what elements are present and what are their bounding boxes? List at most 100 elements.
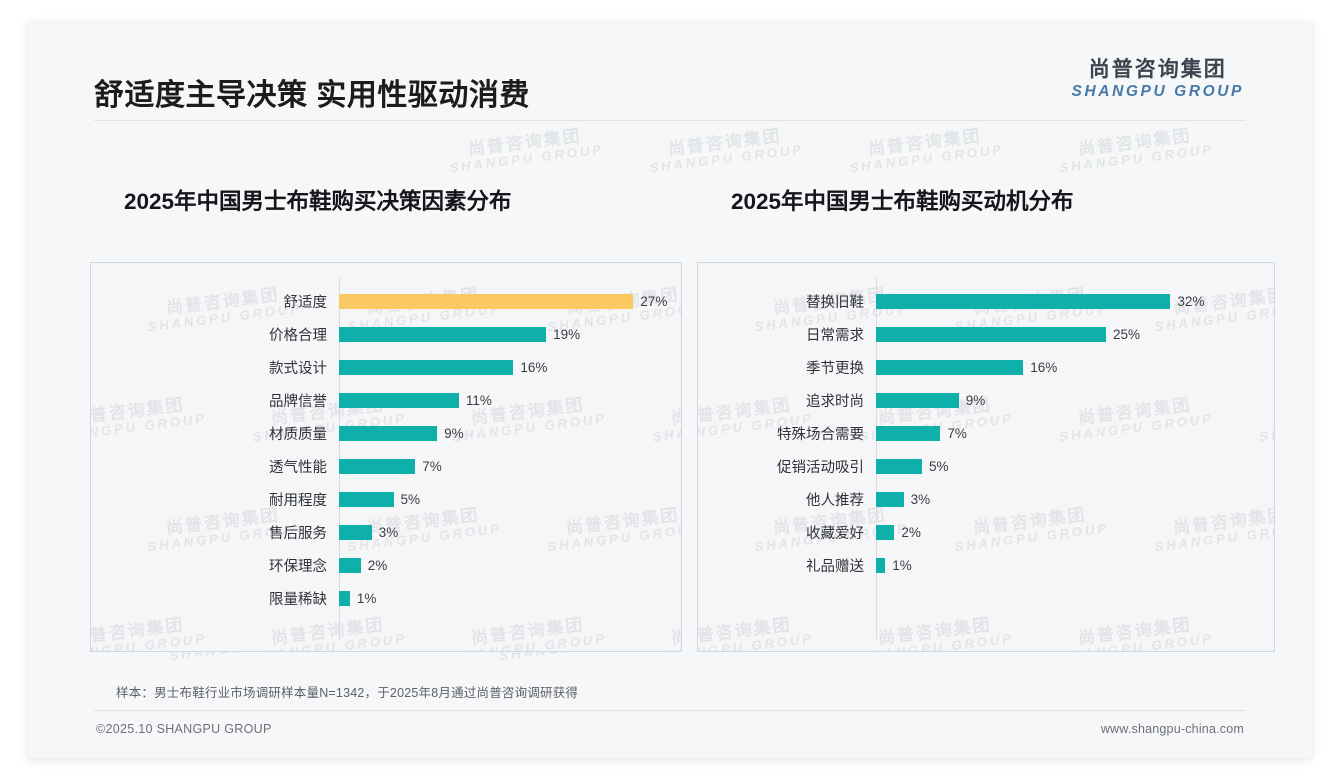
bar-row: 环保理念 2%: [91, 549, 681, 582]
bar-track: 32%: [876, 294, 1274, 309]
bar-row: 款式设计 16%: [91, 351, 681, 384]
bar: [339, 294, 634, 309]
page-title: 舒适度主导决策 实用性驱动消费: [94, 79, 530, 112]
bar: [339, 426, 438, 441]
bar-track: 1%: [876, 558, 1274, 573]
bar-category-label: 礼品赠送: [806, 559, 864, 575]
bar-track: 16%: [876, 360, 1274, 375]
bar-row: 季节更换 16%: [698, 351, 1274, 384]
bar: [339, 558, 361, 573]
bar-rows-purchase-motivation: 替换旧鞋 32% 日常需求 25% 季节更换 16% 追求时尚 9% 特殊场合需要 7% 促销活动吸…: [698, 263, 1274, 582]
slide-footer: ©2025.10 SHANGPU GROUP www.shangpu-china…: [28, 714, 1312, 758]
bar-value-label: 5%: [929, 459, 949, 474]
bar-value-label: 5%: [400, 492, 421, 507]
bar-row: 追求时尚 9%: [698, 384, 1274, 417]
bar: [339, 459, 416, 474]
bar: [876, 327, 1106, 342]
bar-category-label: 促销活动吸引: [777, 460, 864, 476]
bar-track: 16%: [339, 360, 681, 375]
bar-category-label: 追求时尚: [806, 394, 864, 410]
watermark-english-text: SHANGPU GROUP: [90, 630, 208, 652]
bar-track: 19%: [339, 327, 681, 342]
watermark-english-text: SHANGPU GROUP: [251, 630, 408, 652]
bar: [876, 426, 941, 441]
bar-value-label: 19%: [553, 327, 581, 342]
bar-category-label: 限量稀缺: [269, 592, 327, 608]
bar-value-label: 3%: [910, 492, 931, 507]
bar-value-label: 7%: [947, 426, 967, 441]
bar-row: 替换旧鞋 32%: [698, 285, 1274, 318]
watermark-english-text: SHANGPU GROUP: [1058, 630, 1215, 652]
bar-track: 7%: [339, 459, 681, 474]
bar-row: 透气性能 7%: [91, 450, 681, 483]
bar-value-label: 2%: [367, 558, 388, 573]
bar-value-label: 1%: [356, 591, 377, 606]
watermark-chinese-text: 尚普咨询集团: [269, 615, 386, 648]
bar-track: 7%: [876, 426, 1274, 441]
bar: [876, 459, 922, 474]
bar-value-label: 16%: [520, 360, 548, 375]
bar: [339, 525, 372, 540]
bar-category-label: 品牌信誉: [269, 394, 327, 410]
bar-track: 3%: [876, 492, 1274, 507]
bar: [876, 492, 904, 507]
slide-canvas: 舒适度主导决策 实用性驱动消费 尚普咨询集团 SHANGPU GROUP 尚普咨…: [28, 22, 1312, 758]
watermark-english-text: SHANGPU GROUP: [1258, 630, 1275, 652]
bar-row: 促销活动吸引 5%: [698, 450, 1274, 483]
bar: [339, 492, 394, 507]
bar-row: 舒适度 27%: [91, 285, 681, 318]
bar-track: 25%: [876, 327, 1274, 342]
bar: [876, 558, 886, 573]
bar: [876, 294, 1171, 309]
bar-track: 9%: [876, 393, 1274, 408]
watermark-chinese-text: 尚普咨询集团: [876, 615, 993, 648]
bar-row: 限量稀缺 1%: [91, 582, 681, 615]
bar-track: 1%: [339, 591, 681, 606]
bar-row: 价格合理 19%: [91, 318, 681, 351]
watermark-chinese-text: 尚普咨询集团: [90, 615, 186, 648]
logo-english-text: SHANGPU GROUP: [1071, 83, 1244, 101]
bar-category-label: 透气性能: [269, 460, 327, 476]
bar: [339, 327, 547, 342]
watermark-chinese-text: 尚普咨询集团: [1076, 615, 1193, 648]
watermark-english-text: SHANGPU GROUP: [858, 630, 1015, 652]
bar-category-label: 环保理念: [269, 559, 327, 575]
bar-row: 材质质量 9%: [91, 417, 681, 450]
footer-divider: [94, 710, 1246, 711]
bar-category-label: 售后服务: [269, 526, 327, 542]
header-divider: [94, 120, 1246, 121]
sample-footnote: 样本：男士布鞋行业市场调研样本量N=1342，于2025年8月通过尚普咨询调研获…: [116, 686, 579, 700]
bar-row: 日常需求 25%: [698, 318, 1274, 351]
watermark-english-text: SHANGPU GROUP: [451, 630, 608, 652]
bar-row: 特殊场合需要 7%: [698, 417, 1274, 450]
bar: [876, 525, 895, 540]
watermark-english-text: SHANGPU GROUP: [697, 630, 815, 652]
bar: [876, 360, 1024, 375]
logo-chinese-text: 尚普咨询集团: [1088, 58, 1227, 81]
watermark-chinese-text: 尚普咨询集团: [1257, 614, 1274, 651]
bar-category-label: 季节更换: [806, 361, 864, 377]
chart-title-purchase-motivation: 2025年中国男士布鞋购买动机分布: [731, 189, 1074, 214]
watermark-english-text: SHANGPU GROUP: [651, 630, 682, 652]
website-link[interactable]: www.shangpu-china.com: [1100, 722, 1244, 736]
bar-row: 礼品赠送 1%: [698, 549, 1274, 582]
chart-title-decision-factors: 2025年中国男士布鞋购买决策因素分布: [124, 189, 512, 214]
watermark-chinese-text: 尚普咨询集团: [469, 615, 586, 648]
bar-value-label: 7%: [422, 459, 442, 474]
bar-category-label: 材质质量: [269, 427, 327, 443]
bar-track: 3%: [339, 525, 681, 540]
bar-row: 收藏爱好 2%: [698, 516, 1274, 549]
bar-track: 11%: [339, 393, 681, 408]
watermark-chinese-text: 尚普咨询集团: [669, 615, 682, 648]
bar-track: 2%: [339, 558, 681, 573]
bar-category-label: 收藏爱好: [806, 526, 864, 542]
bar: [339, 360, 514, 375]
